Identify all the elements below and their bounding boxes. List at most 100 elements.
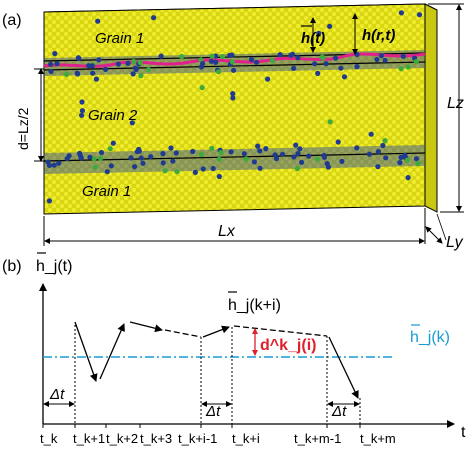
defect-atom xyxy=(64,71,70,77)
defect-atom xyxy=(295,151,301,157)
defect-atom xyxy=(107,146,113,152)
tick-tkm: t_k+m xyxy=(360,431,396,446)
defect-atom xyxy=(209,145,215,151)
defect-atom xyxy=(160,160,166,166)
defect-atom xyxy=(108,163,114,169)
defect-atom xyxy=(46,162,53,168)
defect-atom xyxy=(335,139,341,145)
defect-atom xyxy=(253,59,260,65)
defect-atom xyxy=(375,164,381,170)
defect-atom xyxy=(368,131,374,137)
defect-atom xyxy=(230,95,236,101)
defect-atom xyxy=(227,52,233,58)
defect-atom xyxy=(375,149,381,155)
defect-atom xyxy=(327,119,333,125)
defect-atom xyxy=(48,61,54,67)
defect-atom xyxy=(96,57,102,63)
defect-atom xyxy=(299,159,305,165)
defect-atom xyxy=(257,165,263,171)
defect-atom xyxy=(209,53,215,59)
defect-atom xyxy=(200,61,206,67)
defect-atom xyxy=(288,52,294,58)
defect-atom xyxy=(228,149,234,155)
defect-atom xyxy=(291,65,297,71)
defect-atom xyxy=(405,64,411,70)
ly-dimension xyxy=(425,213,447,244)
d-dimension xyxy=(34,68,44,162)
defect-atom xyxy=(66,153,72,159)
defect-atom xyxy=(218,150,224,156)
defect-atom xyxy=(52,51,58,57)
defect-atom xyxy=(295,55,301,61)
simulation-box xyxy=(43,3,438,215)
defect-atom xyxy=(208,58,215,64)
defect-atom xyxy=(132,164,138,170)
tick-tk1: t_k+1 xyxy=(73,431,105,446)
defect-atom xyxy=(54,61,60,67)
defect-atom xyxy=(110,140,116,146)
defect-atom xyxy=(134,149,140,155)
d-increment-label: d^k_j(i) xyxy=(260,337,316,354)
grain-2-label: Grain 2 xyxy=(88,107,138,124)
defect-atom xyxy=(102,66,109,72)
panel-b-label: (b) xyxy=(2,258,22,275)
defect-atom xyxy=(312,61,318,67)
defect-atom xyxy=(297,146,303,152)
tick-tki-1: t_k+i-1 xyxy=(178,431,217,446)
defect-atom xyxy=(320,55,326,61)
defect-atom xyxy=(160,151,166,157)
defect-atom xyxy=(137,59,143,66)
defect-atom xyxy=(129,120,135,126)
defect-atom xyxy=(79,99,85,105)
x-axis-letter: t xyxy=(461,424,466,441)
tick-tk: t_k xyxy=(40,431,58,446)
defect-atom xyxy=(179,53,185,60)
defect-atom xyxy=(293,142,299,148)
y-axis-label: h_j(t) xyxy=(36,258,72,275)
defect-atom xyxy=(229,59,235,65)
gb-plane-bottom xyxy=(43,152,426,162)
defect-atom xyxy=(248,57,255,63)
defect-atom xyxy=(128,155,134,161)
defect-atom xyxy=(265,76,271,82)
lx-label: Lx xyxy=(218,223,236,240)
defect-atom xyxy=(168,145,174,151)
defect-atom xyxy=(397,160,403,166)
tick-tki: t_k+i xyxy=(232,431,260,446)
grain-1-bottom-label: Grain 1 xyxy=(82,183,131,200)
defect-atom xyxy=(92,164,98,170)
h-bar-t-label: h(t) xyxy=(301,30,325,47)
defect-atom xyxy=(98,155,104,161)
defect-atom xyxy=(93,76,99,82)
defect-atom xyxy=(338,65,344,71)
defect-atom xyxy=(332,55,339,61)
box-right-face xyxy=(424,3,438,213)
defect-atom xyxy=(231,67,237,73)
defect-atom xyxy=(243,156,249,162)
ly-label: Ly xyxy=(446,234,464,251)
defect-atom xyxy=(210,165,216,172)
defect-atom xyxy=(257,148,263,154)
defect-atom xyxy=(198,151,205,158)
defect-atom xyxy=(327,23,333,29)
box-front-face xyxy=(43,3,426,215)
defect-atom xyxy=(366,151,372,157)
defect-atom xyxy=(131,58,137,64)
defect-atom xyxy=(323,61,329,67)
defect-atom xyxy=(398,10,404,16)
defect-atom xyxy=(382,57,388,63)
defect-atom xyxy=(56,160,62,166)
defect-atom xyxy=(91,156,97,162)
defect-atom xyxy=(382,138,388,144)
defect-atom xyxy=(241,151,247,157)
defect-atom xyxy=(173,150,179,156)
defect-atom xyxy=(405,175,411,181)
defect-atom xyxy=(86,63,92,69)
defect-atom xyxy=(316,30,322,36)
defect-atom xyxy=(294,166,300,172)
lx-dimension xyxy=(43,208,426,246)
defect-atom xyxy=(190,148,196,155)
defect-atom xyxy=(398,66,404,72)
defect-atom xyxy=(125,60,131,66)
